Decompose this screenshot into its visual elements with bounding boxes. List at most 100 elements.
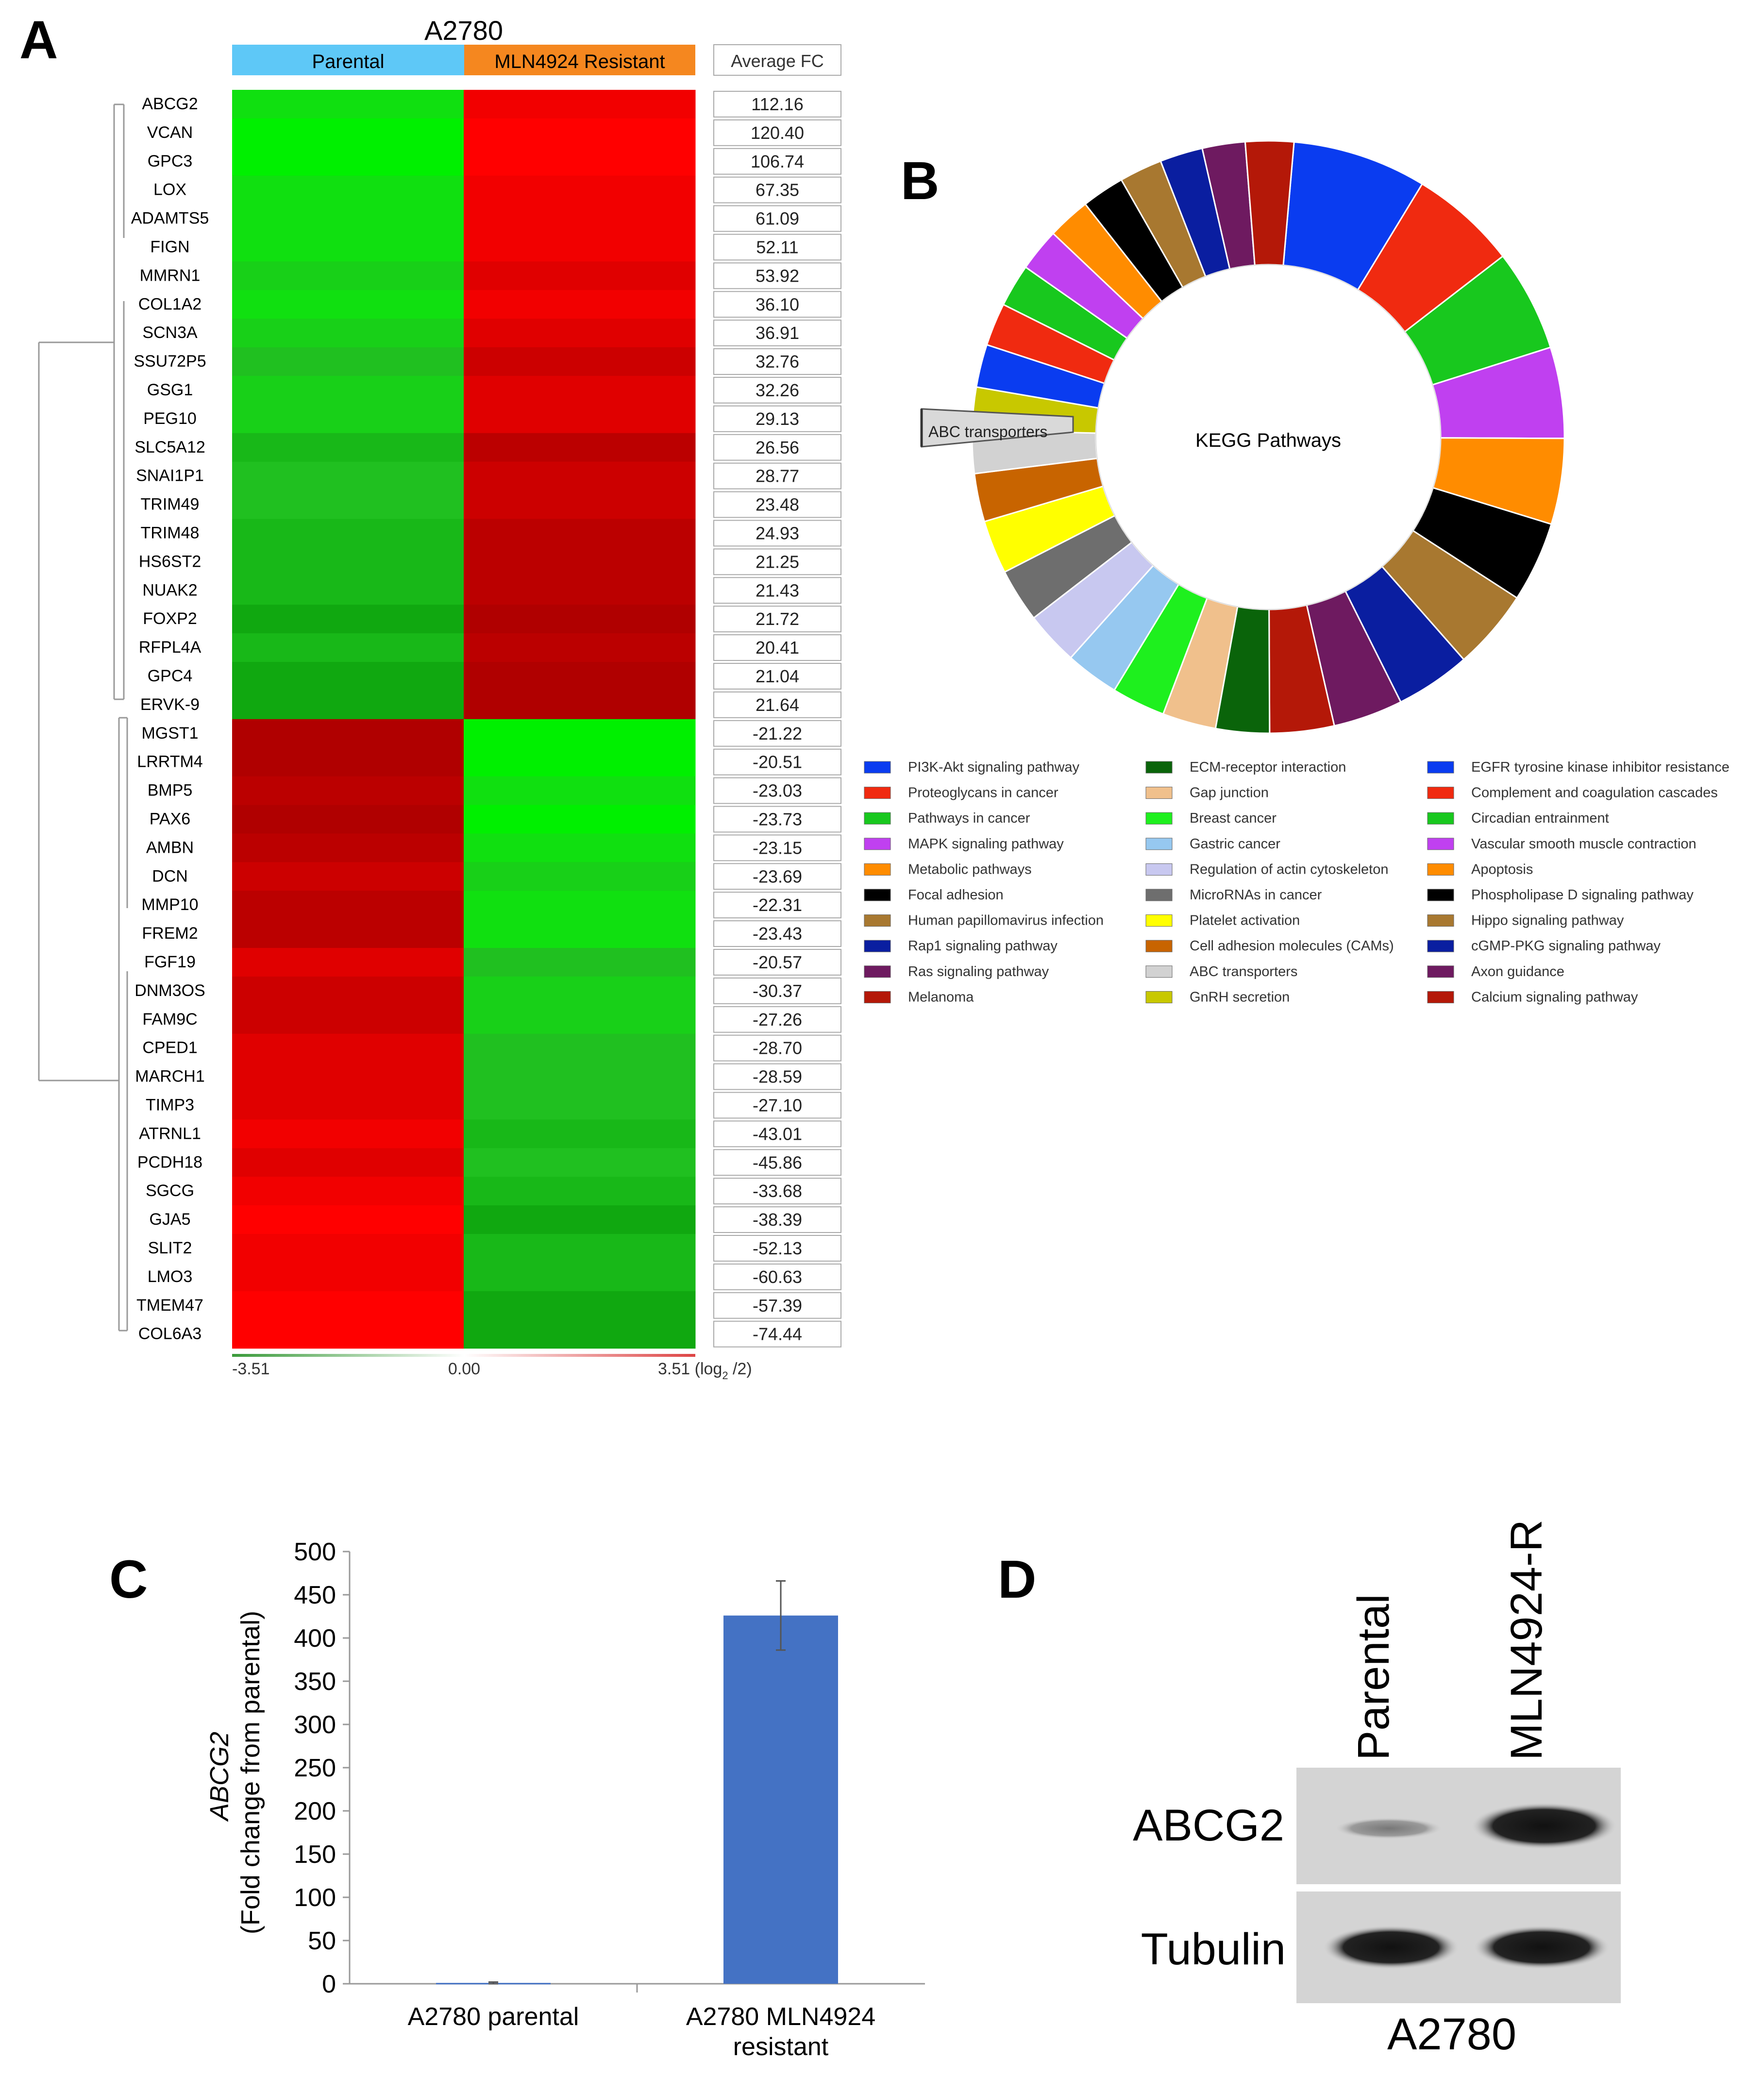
heatmap-cell xyxy=(618,891,696,920)
heatmap-cell xyxy=(309,1262,387,1292)
x-category-label: resistant xyxy=(733,2033,829,2061)
gene-label: TRIM49 xyxy=(141,495,200,514)
heatmap-cell xyxy=(386,1234,464,1263)
y-tick-label: 450 xyxy=(294,1581,336,1609)
fc-cell-box xyxy=(713,520,841,547)
heatmap-grid xyxy=(232,90,696,1349)
gene-label: DNM3OS xyxy=(134,981,205,1000)
heatmap-cell xyxy=(386,805,464,834)
fc-cell-box xyxy=(713,577,841,604)
heatmap-cell xyxy=(464,404,541,434)
gene-label: MARCH1 xyxy=(135,1067,205,1086)
heatmap-cell xyxy=(232,261,310,290)
gene-label: LMO3 xyxy=(148,1267,193,1286)
gene-label: TRIM48 xyxy=(141,524,200,542)
fc-cell-box xyxy=(713,949,841,976)
heatmap-cell xyxy=(541,1062,619,1091)
heatmap-cell xyxy=(309,776,387,805)
donut-hole xyxy=(1095,264,1441,610)
heatmap-cell xyxy=(386,461,464,491)
heatmap-cell xyxy=(541,919,619,948)
band-abcg2-parental xyxy=(1335,1818,1442,1839)
fc-cell-box xyxy=(713,491,841,518)
fc-value: -57.39 xyxy=(753,1296,802,1316)
gene-label: SLIT2 xyxy=(148,1239,192,1257)
heatmap-cell xyxy=(232,90,310,119)
heatmap-cell xyxy=(464,690,541,720)
y-axis-label: ABCG2 (Fold change from parental) xyxy=(205,1611,265,1934)
heatmap-cell xyxy=(309,919,387,948)
fc-value: 28.77 xyxy=(756,466,799,486)
heatmap-cell xyxy=(618,461,696,491)
fc-value: 21.64 xyxy=(756,695,799,715)
heatmap-cell xyxy=(464,805,541,834)
heatmap-cell xyxy=(541,690,619,720)
gene-label: GJA5 xyxy=(149,1210,190,1229)
fc-value: 106.74 xyxy=(751,152,804,171)
heatmap-cell xyxy=(232,461,310,491)
heatmap-cell xyxy=(618,1262,696,1292)
heatmap-cell xyxy=(309,319,387,348)
heatmap-cell xyxy=(618,862,696,891)
heatmap-cell xyxy=(618,833,696,862)
heatmap-cell xyxy=(232,833,310,862)
heatmap-cell xyxy=(232,776,310,805)
legend-label: Cell adhesion molecules (CAMs) xyxy=(1190,938,1394,954)
fc-cell-box xyxy=(713,806,841,833)
heatmap-cell xyxy=(232,290,310,319)
fc-value: 21.04 xyxy=(756,666,799,686)
band-tubulin-parental xyxy=(1323,1925,1459,1969)
fc-cell-box xyxy=(713,834,841,861)
heatmap-cell xyxy=(309,118,387,148)
heatmap-cell xyxy=(541,90,619,119)
heatmap-cell xyxy=(541,776,619,805)
heatmap-cell xyxy=(309,147,387,176)
fc-cell-box xyxy=(713,176,841,203)
heatmap-cell xyxy=(618,90,696,119)
heatmap-cell xyxy=(464,1148,541,1177)
kegg-legend: PI3K-Akt signaling pathway Proteoglycans … xyxy=(864,760,1730,1005)
legend-swatch xyxy=(1145,787,1173,799)
heatmap-cell xyxy=(309,662,387,691)
abc-callout-label: ABC transporters xyxy=(928,423,1047,440)
heatmap-cell xyxy=(309,1319,387,1349)
heatmap-cell xyxy=(386,1091,464,1120)
heatmap-cell xyxy=(464,1062,541,1091)
heatmap-cell xyxy=(386,662,464,691)
heatmap-cell xyxy=(618,976,696,1006)
gene-label: SLC5A12 xyxy=(134,438,205,456)
heatmap-cell xyxy=(232,547,310,576)
legend-label: Human papillomavirus infection xyxy=(908,913,1104,929)
heatmap-cell xyxy=(309,1234,387,1263)
fc-cell-box xyxy=(713,348,841,375)
heatmap-cell xyxy=(232,319,310,348)
legend-label: Apoptosis xyxy=(1471,861,1533,877)
fc-value: -28.59 xyxy=(753,1067,802,1087)
legend-swatch xyxy=(1427,812,1454,825)
heatmap-cell xyxy=(386,976,464,1006)
heatmap-cell xyxy=(309,175,387,205)
fc-cell-box xyxy=(713,291,841,318)
heatmap-cell xyxy=(541,976,619,1006)
heatmap-cell xyxy=(232,862,310,891)
heatmap-cell xyxy=(618,1205,696,1234)
heatmap-cell xyxy=(309,461,387,491)
y-tick-label: 200 xyxy=(294,1797,336,1825)
heatmap-cell xyxy=(232,1033,310,1063)
gene-label: LOX xyxy=(153,181,186,199)
y-axis-label-gene: ABCG2 xyxy=(205,1732,234,1822)
fc-value: -23.69 xyxy=(753,866,802,886)
heatmap-cell xyxy=(232,175,310,205)
heatmap-cell xyxy=(541,747,619,777)
legend-swatch xyxy=(864,787,891,799)
heatmap-cell xyxy=(386,175,464,205)
heatmap-cell xyxy=(386,833,464,862)
fc-value: -27.10 xyxy=(753,1096,802,1115)
heatmap-cell xyxy=(232,147,310,176)
heatmap-cell xyxy=(618,376,696,405)
heatmap-cell xyxy=(464,1005,541,1034)
fc-cell-box xyxy=(713,1149,841,1176)
gene-label: TIMP3 xyxy=(146,1096,194,1114)
fc-value: 67.35 xyxy=(756,180,799,200)
legend-label: EGFR tyrosine kinase inhibitor resistanc… xyxy=(1471,760,1730,775)
